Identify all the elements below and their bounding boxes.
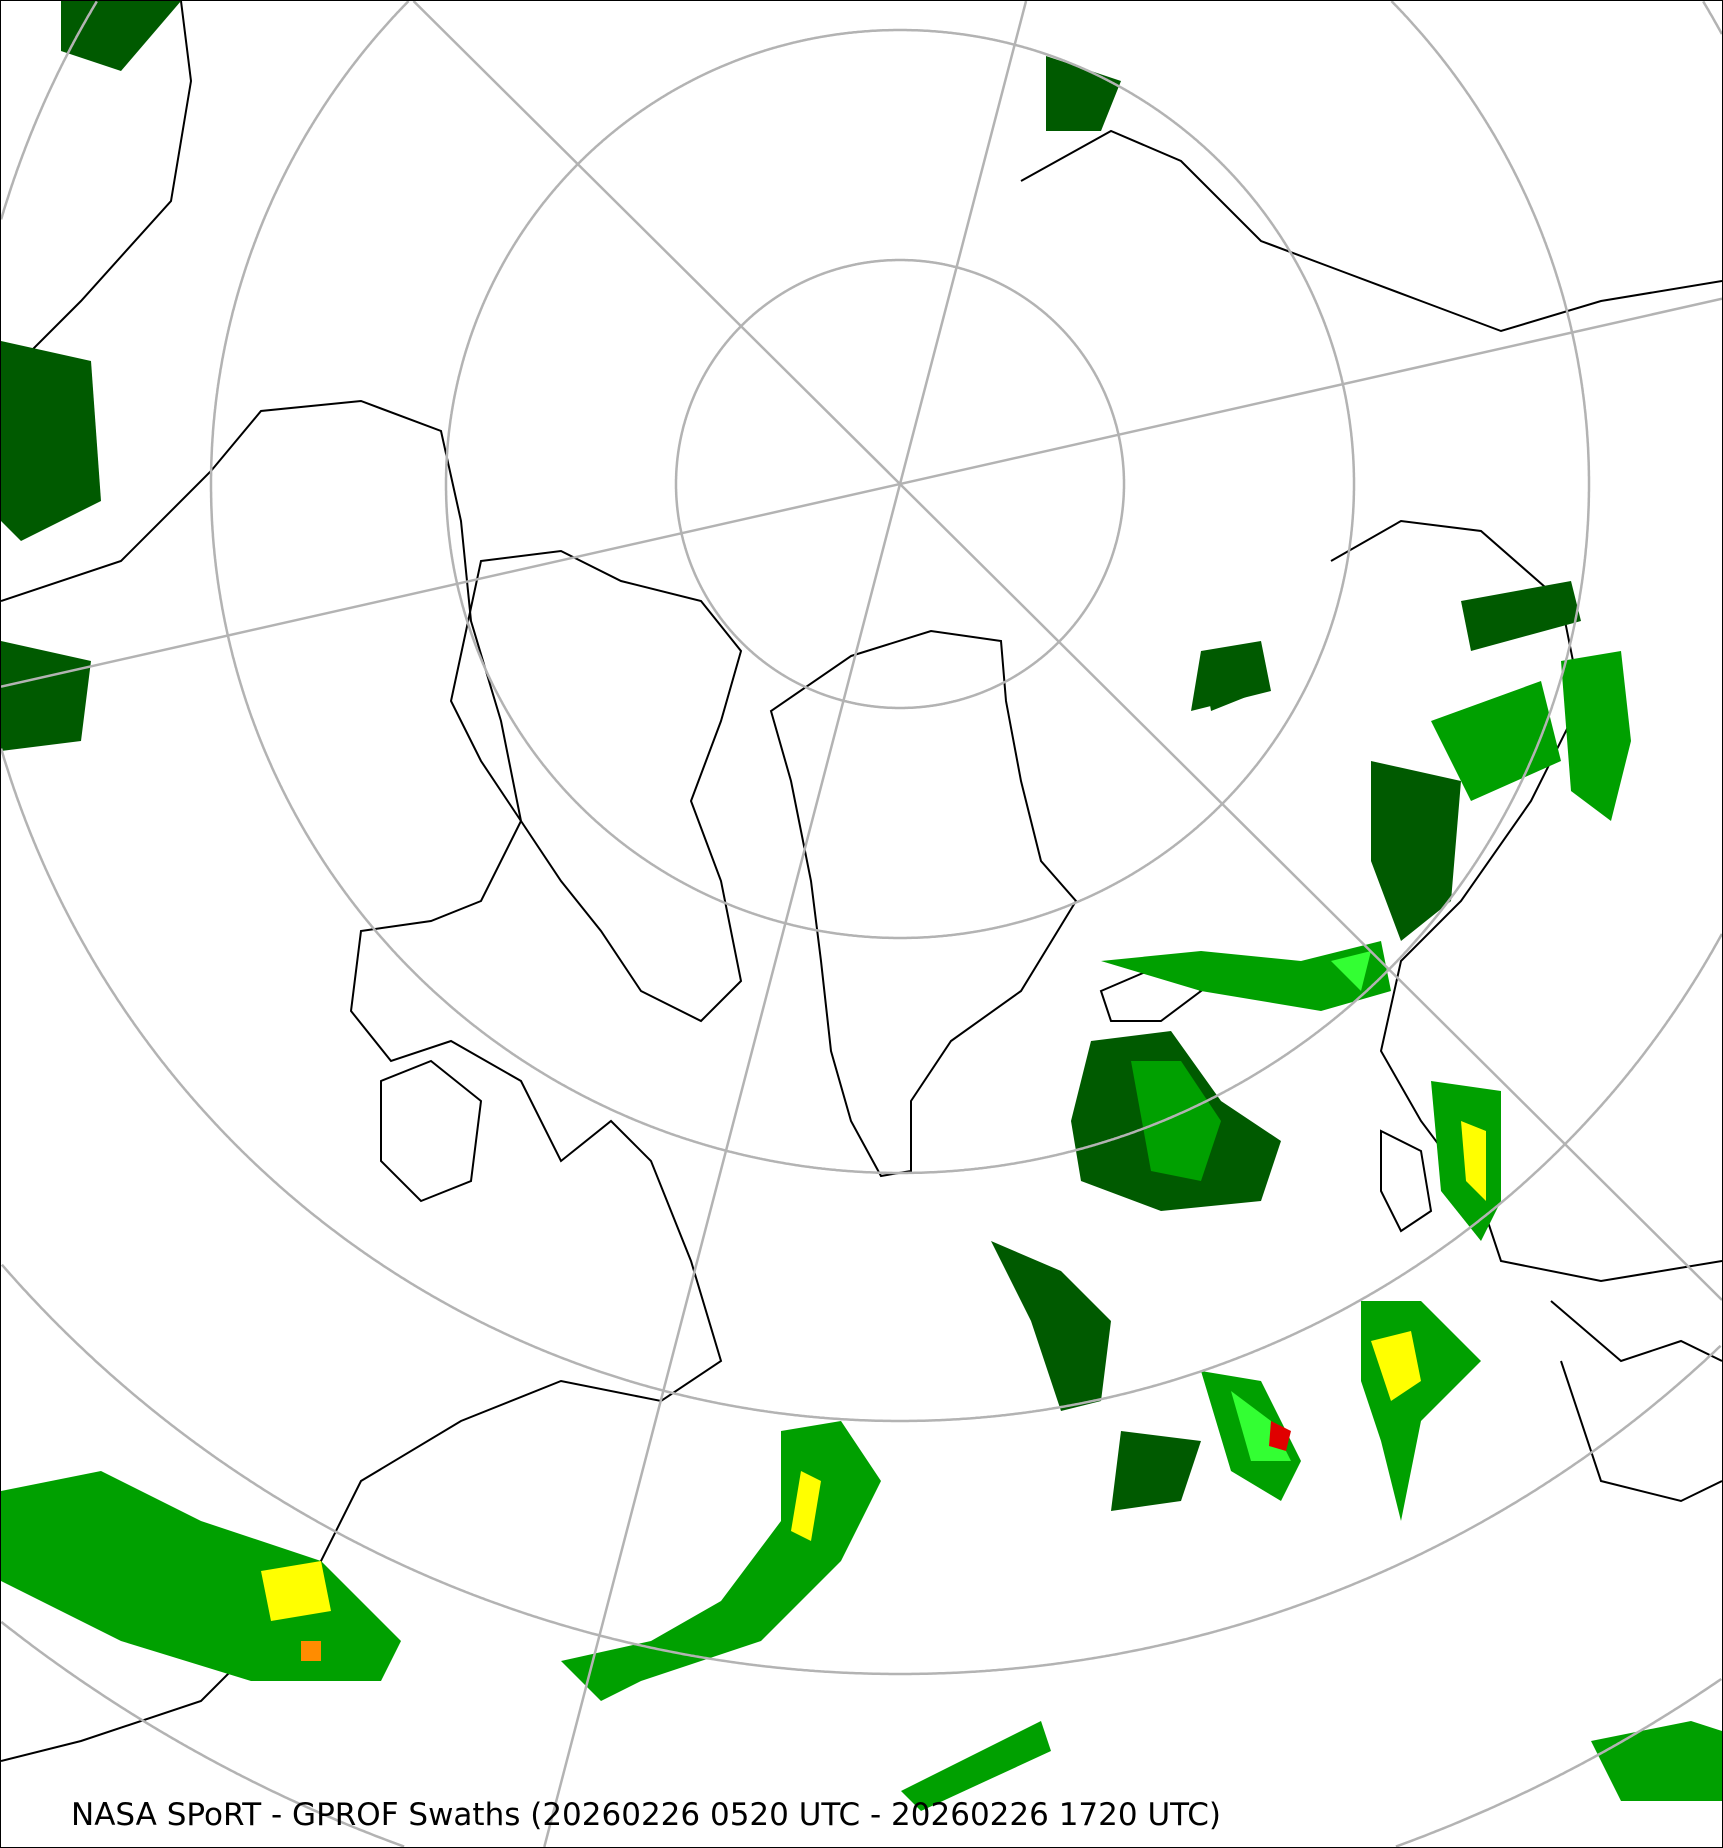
precip-swath [1461,581,1581,651]
precip-swath [1201,651,1261,711]
precip-swath [1371,761,1461,941]
precip-swath [1561,651,1631,821]
uk-coast [1380,1129,1433,1233]
latitude-circle [1,1,1722,1423]
greenland-coast [769,629,1078,1178]
precip-swath [561,1421,881,1701]
europe-coast [1550,1300,1722,1503]
precip-swath [301,1641,321,1661]
scandinavia-coast [1330,519,1722,1283]
alaska-coast [1,1,193,382]
meridian-line [1,297,1722,688]
latitude-circle [1,1620,1722,1847]
precip-swath [1361,1301,1481,1521]
precip-swath [1431,681,1561,801]
precip-swath [1,641,91,751]
map-caption: NASA SPoRT - GPROF Swaths (20260226 0520… [71,1797,1221,1833]
precip-swath [1591,1721,1722,1801]
precip-swath [991,1241,1111,1411]
precip-swath [1,341,101,541]
latitude-circle [1,1263,1722,1676]
latitude-circle [209,1,1591,1175]
precip-swath [1461,1121,1486,1201]
latitude-circle [674,258,1126,710]
precip-swath [1131,1061,1221,1181]
latitude-circle [444,28,1356,940]
precipitation-swaths [1,1,1722,1811]
canadian-archipelago-coast [449,549,743,1023]
meridian-line [543,1,1028,1847]
hudson-bay-coast [380,1059,483,1203]
precip-swath [61,1,181,71]
precip-swath [1331,951,1371,991]
coastlines [1,1,1722,1762]
precip-swath [1046,56,1121,131]
precip-swath [1269,1421,1291,1451]
meridian-line [412,1,1722,1301]
precip-swath [791,1471,821,1541]
precip-swath [1,1471,401,1681]
precip-swath [1371,1331,1421,1401]
north-america-coast [1,399,723,1762]
precip-swath [1111,1431,1201,1511]
eurasia-coast [1020,129,1722,333]
precip-swath [1101,941,1391,1011]
precip-swath [261,1561,331,1621]
precip-swath [901,1721,1051,1811]
